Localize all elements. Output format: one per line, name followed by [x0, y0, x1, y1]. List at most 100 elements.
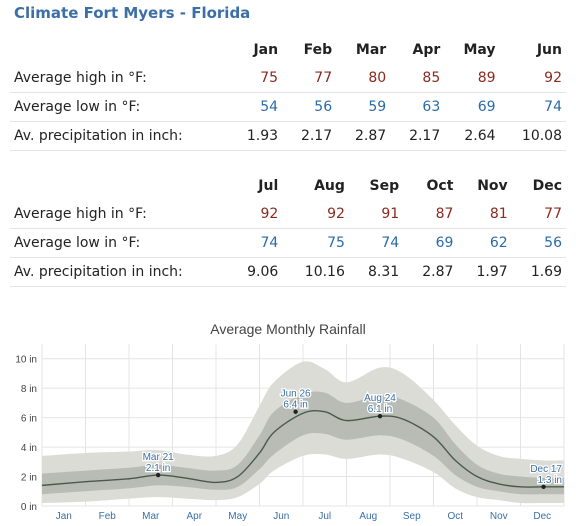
month-header: Mar: [355, 42, 387, 58]
x-tick-label: Aug: [359, 511, 377, 522]
month-header: Dec: [532, 178, 562, 194]
month-header-spacer: [10, 36, 228, 64]
month-header: Aug: [314, 178, 345, 194]
month-header: Jul: [258, 178, 279, 194]
precipitation-value: 2.87: [403, 257, 458, 287]
low-value: 75: [282, 228, 349, 258]
low-value: 56: [511, 228, 566, 258]
page-title: Climate Fort Myers - Florida: [14, 4, 251, 22]
precipitation-value: 2.87: [336, 121, 391, 151]
average-low-row: Average low in °F: 54 56 59 63 69 74: [10, 92, 566, 122]
annotation-value: 6.4 in: [283, 400, 307, 411]
low-value: 69: [403, 228, 458, 258]
precipitation-value: 1.97: [457, 257, 512, 287]
annotation-value: 6.1 in: [368, 404, 392, 415]
x-tick-label: Nov: [490, 511, 508, 522]
annotation-marker: [377, 413, 383, 419]
x-tick-label: Jun: [273, 511, 289, 522]
median-rainfall-line: [41, 410, 564, 488]
annotation-date: Mar 21: [143, 452, 175, 463]
x-tick-label: May: [228, 511, 247, 522]
low-value: 63: [390, 92, 445, 122]
precipitation-value: 1.69: [511, 257, 566, 287]
precipitation-value: 2.64: [444, 121, 500, 151]
row-label: Av. precipitation in inch:: [10, 257, 228, 287]
month-header: Apr: [412, 42, 441, 58]
month-header: Nov: [477, 178, 508, 194]
x-tick-label: Oct: [447, 511, 463, 522]
high-value: 77: [511, 200, 566, 229]
precipitation-value: 10.16: [282, 257, 349, 287]
average-low-row: Average low in °F: 74 75 74 69 62 56: [10, 228, 566, 258]
high-value: 77: [282, 64, 337, 93]
high-value: 92: [228, 200, 283, 229]
high-value: 75: [228, 64, 283, 93]
precipitation-row: Av. precipitation in inch: 1.93 2.17 2.8…: [10, 121, 566, 151]
month-header: Jun: [536, 42, 562, 58]
high-value: 89: [444, 64, 500, 93]
row-label: Average high in °F:: [10, 64, 228, 93]
y-tick-label: 4 in: [21, 443, 37, 454]
precipitation-value: 2.17: [390, 121, 445, 151]
low-value: 62: [457, 228, 512, 258]
x-tick-label: Jul: [318, 511, 331, 522]
month-header: Jan: [253, 42, 279, 58]
precipitation-value: 9.06: [228, 257, 283, 287]
annotation-marker: [541, 484, 546, 490]
climate-table-second-half: Jul Aug Sep Oct Nov Dec Average high in …: [10, 172, 566, 287]
low-value: 74: [499, 92, 566, 122]
month-header: May: [463, 42, 496, 58]
month-header-spacer: [10, 172, 228, 200]
precipitation-value: 10.08: [499, 121, 566, 151]
y-tick-label: 10 in: [15, 355, 37, 366]
x-tick-label: Jan: [56, 511, 72, 522]
annotation-marker: [293, 409, 298, 414]
y-tick-label: 0 in: [21, 502, 37, 513]
precipitation-value: 1.93: [228, 121, 283, 151]
low-value: 56: [282, 92, 337, 122]
average-high-row: Average high in °F: 75 77 80 85 89 92: [10, 64, 566, 93]
x-tick-label: Feb: [99, 511, 117, 522]
x-tick-label: Mar: [142, 511, 160, 522]
low-value: 74: [348, 228, 404, 258]
row-label: Average high in °F:: [10, 200, 228, 229]
average-high-row: Average high in °F: 92 92 91 87 81 77: [10, 200, 566, 229]
high-value: 92: [282, 200, 349, 229]
y-tick-label: 2 in: [21, 473, 37, 484]
climate-table-first-half: Jan Feb Mar Apr May Jun Average high in …: [10, 36, 566, 151]
low-value: 74: [228, 228, 283, 258]
high-value: 91: [348, 200, 404, 229]
precipitation-value: 8.31: [348, 257, 404, 287]
precipitation-value: 2.17: [282, 121, 337, 151]
rainfall-chart: 0 in 2 in 4 in 6 in 8 in 10 in Jan Feb Mar Apr May…: [15, 344, 565, 522]
month-header: Feb: [303, 42, 333, 58]
x-tick-label: Sep: [403, 511, 421, 522]
x-tick-label: Dec: [533, 511, 551, 522]
y-tick-label: 8 in: [21, 384, 37, 395]
high-value: 85: [390, 64, 445, 93]
precipitation-row: Av. precipitation in inch: 9.06 10.16 8.…: [10, 257, 566, 287]
month-header: Oct: [426, 178, 454, 194]
high-value: 80: [336, 64, 391, 93]
x-tick-label: Apr: [186, 511, 202, 522]
high-value: 92: [499, 64, 566, 93]
low-value: 69: [444, 92, 500, 122]
annotation-date: Jun 26: [281, 389, 311, 400]
row-label: Average low in °F:: [10, 92, 228, 122]
annotation-value: 1.3 in: [538, 475, 562, 486]
low-value: 54: [228, 92, 283, 122]
y-tick-label: 6 in: [21, 414, 37, 425]
annotation-date: Dec 17: [530, 464, 562, 475]
annotation-date: Aug 24: [364, 393, 396, 404]
inner-range-band: [42, 391, 564, 495]
row-label: Average low in °F:: [10, 228, 228, 258]
chart-title: Average Monthly Rainfall: [210, 321, 366, 337]
annotation-value: 2.1 in: [146, 463, 170, 474]
month-header: Sep: [369, 178, 400, 194]
low-value: 59: [336, 92, 391, 122]
annotation-marker: [155, 472, 161, 478]
month-header-row: Jul Aug Sep Oct Nov Dec: [10, 172, 566, 200]
high-value: 87: [403, 200, 458, 229]
month-header-row: Jan Feb Mar Apr May Jun: [10, 36, 566, 64]
row-label: Av. precipitation in inch:: [10, 121, 228, 151]
